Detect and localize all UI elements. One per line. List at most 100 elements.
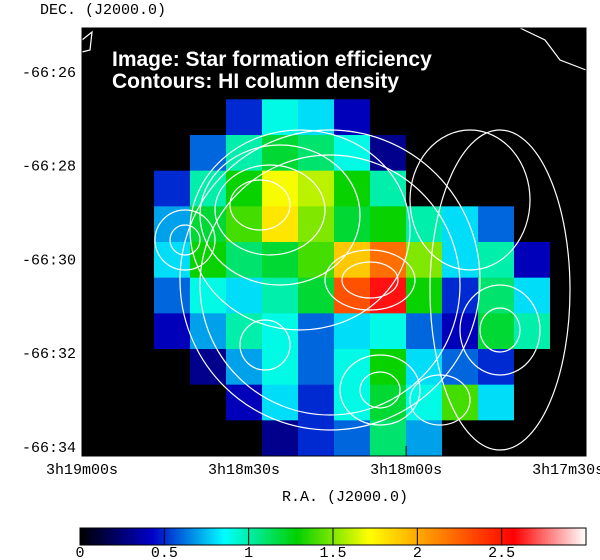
colorbar-swatch xyxy=(203,528,208,545)
colorbar-swatch xyxy=(120,528,124,545)
colorbar-swatch xyxy=(494,528,499,545)
colorbar-swatch xyxy=(102,528,106,545)
colorbar-swatch xyxy=(85,528,89,545)
y-tick-label: -66:32 xyxy=(22,346,76,363)
image-pixel xyxy=(478,349,515,386)
image-pixel xyxy=(406,135,443,172)
colorbar-swatch xyxy=(295,528,299,545)
colorbar-swatch xyxy=(555,528,559,545)
image-pixel xyxy=(514,135,551,172)
colorbar-swatch xyxy=(497,528,501,545)
colorbar-swatch xyxy=(244,528,248,545)
image-pixel xyxy=(190,170,227,207)
colorbar-swatch xyxy=(545,528,549,545)
image-pixel xyxy=(154,170,191,207)
colorbar-swatch xyxy=(224,528,228,545)
image-pixel xyxy=(118,170,155,207)
colorbar-tick-label: 2 xyxy=(413,545,422,560)
image-pixel xyxy=(190,384,227,421)
colorbar-swatch xyxy=(451,528,456,545)
colorbar-swatch xyxy=(542,528,547,545)
image-pixel xyxy=(442,170,479,207)
image-pixel xyxy=(154,313,191,350)
colorbar-swatch xyxy=(444,528,448,545)
colorbar-swatch xyxy=(92,528,96,545)
colorbar-swatch xyxy=(163,528,167,545)
colorbar-swatch xyxy=(262,528,266,545)
colorbar-swatch xyxy=(236,528,240,545)
colorbar-swatch xyxy=(568,528,572,545)
colorbar-swatch xyxy=(348,528,352,545)
y-tick-label: -66:30 xyxy=(22,252,76,269)
colorbar-swatch xyxy=(510,528,514,545)
colorbar-swatch xyxy=(289,528,294,545)
colorbar-swatch xyxy=(398,528,402,545)
image-pixel xyxy=(82,420,119,457)
colorbar-swatch xyxy=(193,528,197,545)
colorbar-swatch xyxy=(570,528,574,545)
image-pixel xyxy=(154,99,191,136)
colorbar-swatch xyxy=(467,528,471,545)
colorbar-swatch xyxy=(241,528,246,545)
colorbar-swatch xyxy=(138,528,142,545)
colorbar-swatch xyxy=(573,528,577,545)
image-pixel xyxy=(190,135,227,172)
colorbar-swatch xyxy=(80,528,84,545)
colorbar-swatch xyxy=(155,528,160,545)
image-pixel xyxy=(550,206,587,243)
image-pixel xyxy=(82,28,119,65)
colorbar-swatch xyxy=(537,528,542,545)
colorbar-swatch xyxy=(115,528,119,545)
colorbar-swatch xyxy=(214,528,218,545)
colorbar-swatch xyxy=(198,528,203,545)
colorbar-swatch xyxy=(209,528,213,545)
colorbar-swatch xyxy=(578,528,582,545)
colorbar-swatch xyxy=(446,528,450,545)
colorbar-swatch xyxy=(166,528,170,545)
colorbar-swatch xyxy=(386,528,390,545)
image-pixel xyxy=(190,99,227,136)
colorbar-swatch xyxy=(158,528,162,545)
colorbar-swatch xyxy=(333,528,337,545)
image-pixel xyxy=(406,349,443,386)
image-pixel xyxy=(262,420,299,457)
image-pixel xyxy=(154,28,191,65)
x-tick-label: 3h18m00s xyxy=(370,462,442,479)
colorbar-swatch xyxy=(360,528,364,545)
image-pixel xyxy=(370,277,407,314)
colorbar-swatch xyxy=(183,528,187,545)
colorbar-swatch xyxy=(229,528,233,545)
image-pixel xyxy=(298,420,335,457)
image-pixel xyxy=(226,206,263,243)
image-pixel xyxy=(82,135,119,172)
colorbar-swatch xyxy=(330,528,334,545)
colorbar-swatch xyxy=(201,528,205,545)
contours xyxy=(81,27,587,451)
image-pixel xyxy=(442,242,479,279)
image-pixel xyxy=(226,277,263,314)
colorbar-swatch xyxy=(424,528,428,545)
colorbar-swatch xyxy=(150,528,154,545)
image-pixel xyxy=(478,99,515,136)
colorbar-swatch xyxy=(188,528,192,545)
colorbar-swatch xyxy=(231,528,235,545)
colorbar-swatch xyxy=(130,528,134,545)
colorbar-swatch xyxy=(153,528,157,545)
image-pixel xyxy=(514,384,551,421)
image-pixel xyxy=(298,206,335,243)
colorbar-swatch xyxy=(459,528,463,545)
colorbar-swatch xyxy=(365,528,370,545)
colorbar-swatch xyxy=(287,528,291,545)
colorbar-swatch xyxy=(350,528,354,545)
y-axis-label: DEC. (J2000.0) xyxy=(40,2,166,19)
colorbar-swatch xyxy=(325,528,329,545)
image-pixel xyxy=(370,384,407,421)
colorbar-swatch xyxy=(527,528,531,545)
colorbar-swatch xyxy=(196,528,200,545)
colorbar-swatch xyxy=(234,528,238,545)
image-pixel xyxy=(82,99,119,136)
image-pixel xyxy=(478,28,515,65)
colorbar-swatch xyxy=(267,528,271,545)
colorbar-swatch xyxy=(436,528,440,545)
